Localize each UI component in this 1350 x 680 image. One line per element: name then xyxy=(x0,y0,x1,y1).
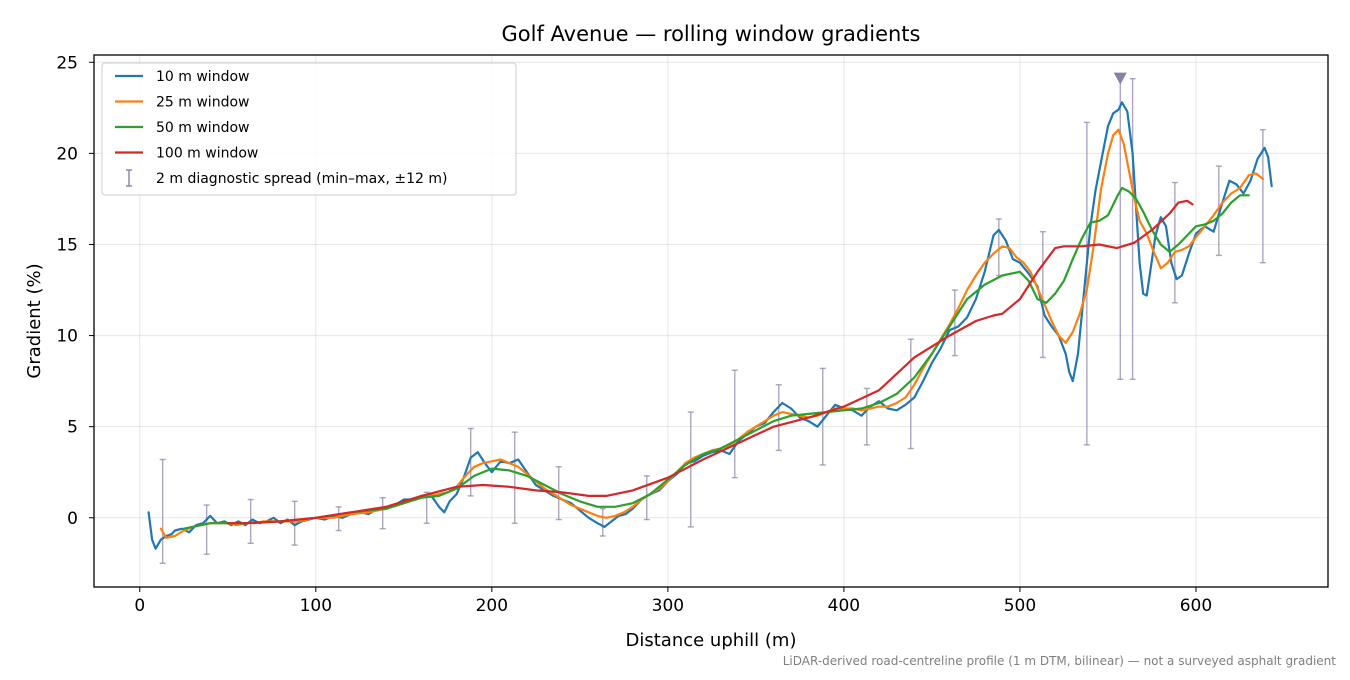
error-bar xyxy=(203,504,210,555)
y-tick-label: 10 xyxy=(56,327,78,347)
x-tick-label: 500 xyxy=(1004,596,1036,616)
legend-label-4: 100 m window xyxy=(156,146,258,162)
series-line-4 xyxy=(226,199,1194,525)
error-bar xyxy=(731,369,738,479)
plot-frame xyxy=(93,54,1329,588)
x-tick-label: 100 xyxy=(300,596,332,616)
x-tick-label: 0 xyxy=(134,596,145,616)
error-bar xyxy=(643,475,650,521)
y-tick-label: 5 xyxy=(67,418,78,438)
peak-marker-layer xyxy=(1113,72,1127,85)
x-tick-label: 400 xyxy=(828,596,860,616)
chart-title: Golf Avenue — rolling window gradients xyxy=(502,22,921,46)
error-bar xyxy=(1039,231,1046,359)
x-tick-label: 300 xyxy=(652,596,684,616)
legend: 10 m window 25 m window 50 m window 100 m w… xyxy=(101,62,517,196)
x-axis-label: Distance uphill (m) xyxy=(626,630,797,651)
error-bar xyxy=(159,458,166,565)
error-bar xyxy=(291,500,298,546)
y-tick-label: 25 xyxy=(56,53,78,73)
y-axis-label: Gradient (%) xyxy=(24,263,45,378)
error-bar xyxy=(819,367,826,466)
peak-marker xyxy=(1113,72,1127,85)
y-tick-label: 20 xyxy=(56,144,78,164)
error-bar xyxy=(907,338,914,450)
error-bar xyxy=(599,507,606,537)
x-tick-label: 600 xyxy=(1180,596,1212,616)
legend-box xyxy=(101,62,517,196)
series-line-2 xyxy=(159,128,1264,539)
y-ticks: 0 5 10 15 20 25 xyxy=(56,53,94,529)
error-bar xyxy=(687,411,694,528)
error-bar xyxy=(863,387,870,446)
error-bar xyxy=(511,431,518,524)
error-bar xyxy=(775,384,782,452)
y-tick-label: 15 xyxy=(56,235,78,255)
error-bar xyxy=(1171,181,1178,304)
legend-label-errorbars: 2 m diagnostic spread (min–max, ±12 m) xyxy=(156,171,447,187)
series-lines xyxy=(147,101,1273,550)
x-ticks: 0 100 200 300 400 500 600 xyxy=(134,587,1212,616)
legend-label-2: 25 m window xyxy=(156,95,249,111)
y-tick-label: 0 xyxy=(67,509,78,529)
error-bar xyxy=(951,289,958,357)
error-bar xyxy=(1129,77,1136,381)
legend-label-3: 50 m window xyxy=(156,120,249,136)
footnote: LiDAR-derived road-centreline profile (1… xyxy=(783,654,1337,668)
x-tick-label: 200 xyxy=(476,596,508,616)
series-line-3 xyxy=(182,186,1250,530)
error-bar xyxy=(335,506,342,532)
legend-label-1: 10 m window xyxy=(156,69,249,85)
error-bar xyxy=(379,497,386,530)
error-bar xyxy=(467,427,474,497)
